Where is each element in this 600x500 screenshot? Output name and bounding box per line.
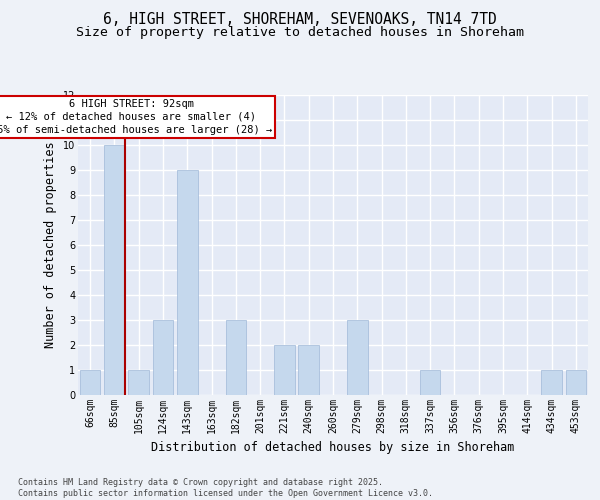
Text: 6, HIGH STREET, SHOREHAM, SEVENOAKS, TN14 7TD: 6, HIGH STREET, SHOREHAM, SEVENOAKS, TN1… xyxy=(103,12,497,28)
Bar xyxy=(80,370,100,395)
Bar xyxy=(128,370,149,395)
Bar xyxy=(104,145,125,395)
Bar xyxy=(420,370,440,395)
Text: Contains HM Land Registry data © Crown copyright and database right 2025.
Contai: Contains HM Land Registry data © Crown c… xyxy=(18,478,433,498)
Bar xyxy=(566,370,586,395)
Bar xyxy=(226,320,246,395)
Bar xyxy=(541,370,562,395)
Text: Size of property relative to detached houses in Shoreham: Size of property relative to detached ho… xyxy=(76,26,524,39)
Bar xyxy=(152,320,173,395)
Text: 6 HIGH STREET: 92sqm
← 12% of detached houses are smaller (4)
85% of semi-detach: 6 HIGH STREET: 92sqm ← 12% of detached h… xyxy=(0,99,272,135)
Bar xyxy=(274,345,295,395)
Y-axis label: Number of detached properties: Number of detached properties xyxy=(44,142,57,348)
Bar xyxy=(177,170,197,395)
Bar xyxy=(347,320,368,395)
Bar xyxy=(298,345,319,395)
X-axis label: Distribution of detached houses by size in Shoreham: Distribution of detached houses by size … xyxy=(151,442,515,454)
